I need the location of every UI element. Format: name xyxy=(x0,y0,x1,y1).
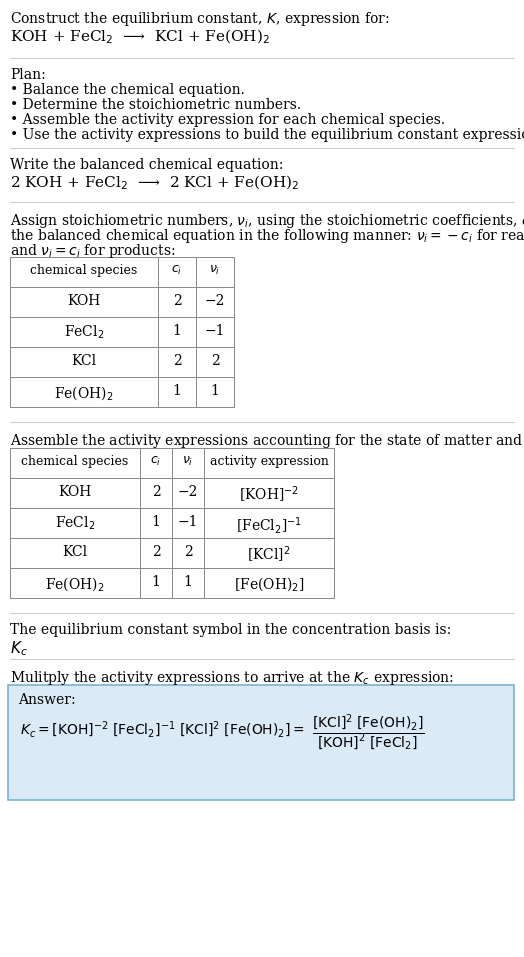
Text: • Assemble the activity expression for each chemical species.: • Assemble the activity expression for e… xyxy=(10,113,445,127)
Text: 1: 1 xyxy=(183,575,192,589)
Text: [KOH]$^{-2}$: [KOH]$^{-2}$ xyxy=(239,485,299,505)
Bar xyxy=(10,448,334,598)
Text: chemical species: chemical species xyxy=(21,455,128,468)
Text: $c_i$: $c_i$ xyxy=(171,264,183,278)
Text: Construct the equilibrium constant, $K$, expression for:: Construct the equilibrium constant, $K$,… xyxy=(10,10,390,28)
Text: the balanced chemical equation in the following manner: $\nu_i = -c_i$ for react: the balanced chemical equation in the fo… xyxy=(10,227,524,245)
Text: 1: 1 xyxy=(172,384,181,398)
Text: Fe(OH)$_2$: Fe(OH)$_2$ xyxy=(54,384,114,402)
Text: Assemble the activity expressions accounting for the state of matter and $\nu_i$: Assemble the activity expressions accoun… xyxy=(10,432,524,450)
Text: Write the balanced chemical equation:: Write the balanced chemical equation: xyxy=(10,158,283,172)
Text: 2: 2 xyxy=(211,354,220,368)
Text: • Balance the chemical equation.: • Balance the chemical equation. xyxy=(10,83,245,97)
Text: [Fe(OH)$_2$]: [Fe(OH)$_2$] xyxy=(234,575,304,592)
Text: $\dfrac{\mathrm{[KCl]^2\ [Fe(OH)_2]}}{\mathrm{[KOH]^2\ [FeCl_2]}}$: $\dfrac{\mathrm{[KCl]^2\ [Fe(OH)_2]}}{\m… xyxy=(312,713,424,753)
Text: KOH: KOH xyxy=(58,485,92,499)
Text: −1: −1 xyxy=(205,324,225,338)
Text: KOH + FeCl$_2$  ⟶  KCl + Fe(OH)$_2$: KOH + FeCl$_2$ ⟶ KCl + Fe(OH)$_2$ xyxy=(10,28,270,46)
Text: 1: 1 xyxy=(211,384,220,398)
Text: activity expression: activity expression xyxy=(210,455,329,468)
Text: Plan:: Plan: xyxy=(10,68,46,82)
Text: 2: 2 xyxy=(151,485,160,499)
Text: Answer:: Answer: xyxy=(18,693,75,707)
Text: 2: 2 xyxy=(183,545,192,559)
Text: $K_c$: $K_c$ xyxy=(10,639,28,657)
Text: 2: 2 xyxy=(151,545,160,559)
Text: $K_c = \mathrm{[KOH]^{-2}\ [FeCl_2]^{-1}\ [KCl]^{2}\ [Fe(OH)_2] = }$: $K_c = \mathrm{[KOH]^{-2}\ [FeCl_2]^{-1}… xyxy=(20,720,305,741)
Text: • Use the activity expressions to build the equilibrium constant expression.: • Use the activity expressions to build … xyxy=(10,128,524,142)
Text: The equilibrium constant symbol in the concentration basis is:: The equilibrium constant symbol in the c… xyxy=(10,623,451,637)
Bar xyxy=(10,257,234,407)
Text: Assign stoichiometric numbers, $\nu_i$, using the stoichiometric coefficients, $: Assign stoichiometric numbers, $\nu_i$, … xyxy=(10,212,524,230)
Text: [KCl]$^2$: [KCl]$^2$ xyxy=(247,545,291,566)
Text: chemical species: chemical species xyxy=(30,264,138,277)
Text: KOH: KOH xyxy=(68,294,101,308)
Text: 2: 2 xyxy=(172,354,181,368)
Text: $c_i$: $c_i$ xyxy=(150,455,161,468)
FancyBboxPatch shape xyxy=(8,685,514,800)
Text: Mulitply the activity expressions to arrive at the $K_c$ expression:: Mulitply the activity expressions to arr… xyxy=(10,669,454,687)
Text: $\nu_i$: $\nu_i$ xyxy=(209,264,221,278)
Text: [FeCl$_2$]$^{-1}$: [FeCl$_2$]$^{-1}$ xyxy=(236,515,302,536)
Text: • Determine the stoichiometric numbers.: • Determine the stoichiometric numbers. xyxy=(10,98,301,112)
Text: Fe(OH)$_2$: Fe(OH)$_2$ xyxy=(45,575,105,592)
Text: KCl: KCl xyxy=(71,354,96,368)
Text: FeCl$_2$: FeCl$_2$ xyxy=(55,515,95,532)
Text: $\nu_i$: $\nu_i$ xyxy=(182,455,194,468)
Text: −1: −1 xyxy=(178,515,198,529)
Text: −2: −2 xyxy=(178,485,198,499)
Text: FeCl$_2$: FeCl$_2$ xyxy=(64,324,104,342)
Text: 1: 1 xyxy=(172,324,181,338)
Text: 2 KOH + FeCl$_2$  ⟶  2 KCl + Fe(OH)$_2$: 2 KOH + FeCl$_2$ ⟶ 2 KCl + Fe(OH)$_2$ xyxy=(10,174,299,192)
Text: 2: 2 xyxy=(172,294,181,308)
Text: −2: −2 xyxy=(205,294,225,308)
Text: 1: 1 xyxy=(151,515,160,529)
Text: and $\nu_i = c_i$ for products:: and $\nu_i = c_i$ for products: xyxy=(10,242,176,260)
Text: KCl: KCl xyxy=(62,545,88,559)
Text: 1: 1 xyxy=(151,575,160,589)
